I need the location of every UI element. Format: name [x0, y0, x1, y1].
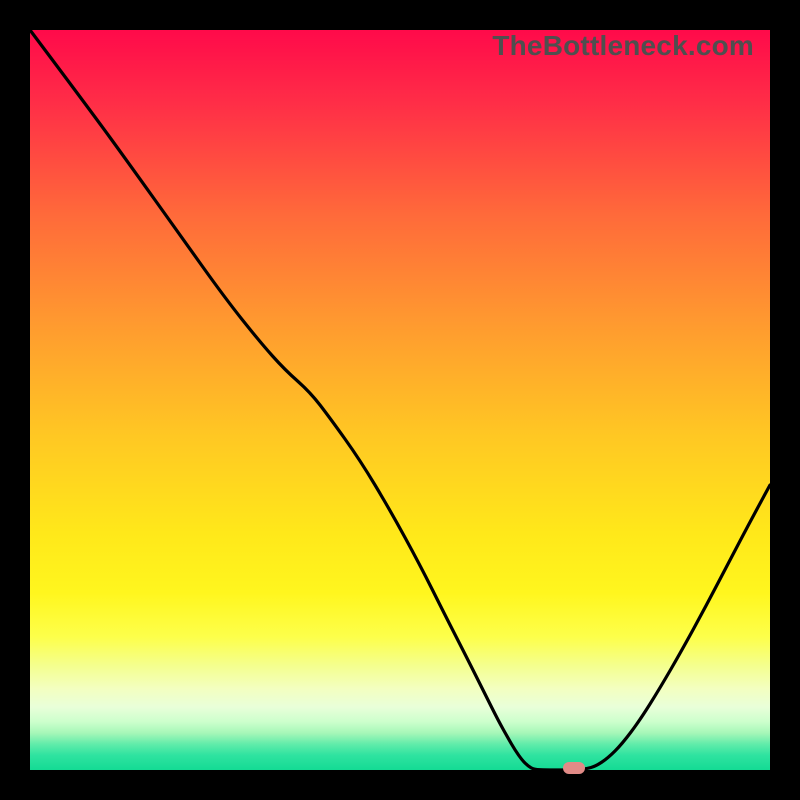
bottleneck-curve [30, 30, 770, 770]
curve-path [30, 30, 770, 770]
plot-area: TheBottleneck.com [30, 30, 770, 770]
chart-frame: TheBottleneck.com [0, 0, 800, 800]
optimal-point-marker [563, 762, 585, 774]
